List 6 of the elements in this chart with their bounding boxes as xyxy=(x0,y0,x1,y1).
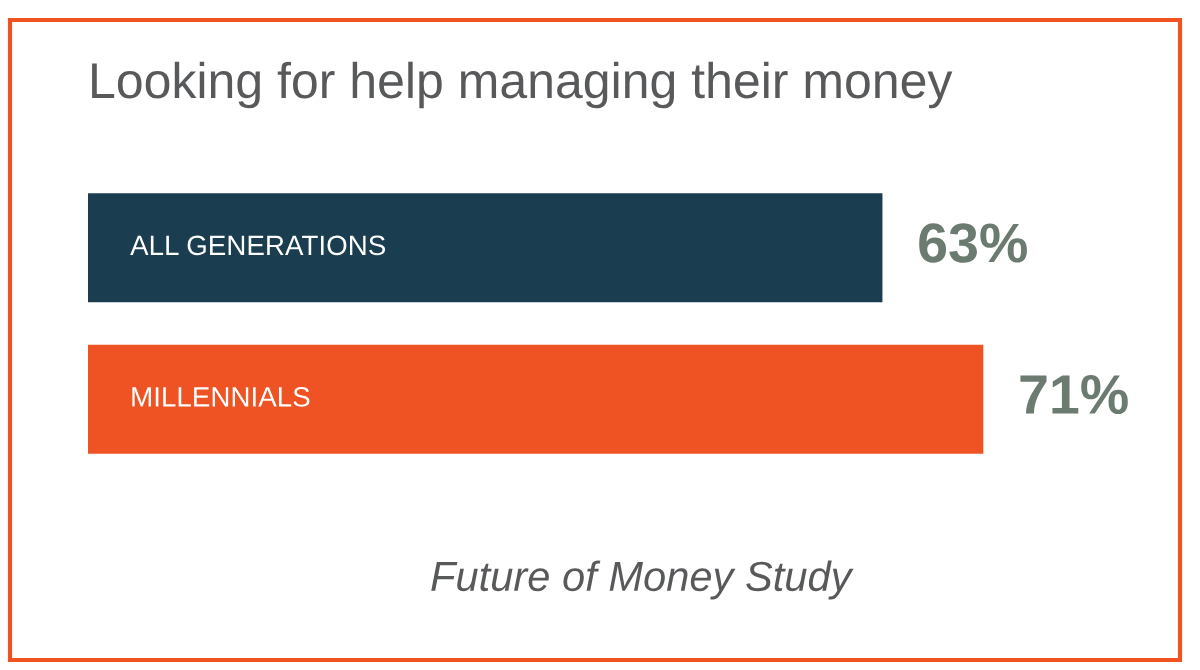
text: Future of Money Study xyxy=(431,560,854,600)
y-tick-label: MILLENNIALS xyxy=(132,387,310,407)
y-tick-label: ALL GENERATIONS xyxy=(130,235,386,256)
data-label: 71% xyxy=(1020,374,1128,415)
chart-title: Looking for help managing their money xyxy=(92,61,953,109)
data-label: 63% xyxy=(919,223,1027,263)
